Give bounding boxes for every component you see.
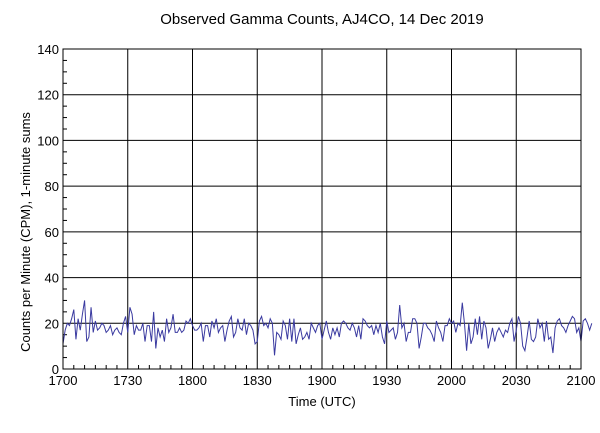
x-tick-label: 2100	[567, 373, 596, 388]
x-axis-label: Time (UTC)	[288, 394, 355, 409]
x-tick-label: 1800	[178, 373, 207, 388]
y-tick-label: 140	[37, 42, 59, 57]
x-tick-label: 1830	[243, 373, 272, 388]
y-tick-label: 0	[52, 362, 59, 377]
y-tick-label: 40	[45, 271, 59, 286]
x-tick-labels: 1700 1730 1800 1830 1900 1930 2000 2030 2100	[49, 373, 596, 388]
x-tick-label: 1900	[308, 373, 337, 388]
x-tick-label: 2000	[437, 373, 466, 388]
series-line-gamma-counts	[62, 300, 593, 356]
chart-title: Observed Gamma Counts, AJ4CO, 14 Dec 201…	[160, 11, 484, 28]
y-tick-labels: 0 20 40 60 80 100 120 140	[37, 42, 59, 377]
y-tick-label: 20	[45, 316, 59, 331]
plot-frame	[62, 48, 582, 370]
y-tick-label: 120	[37, 88, 59, 103]
x-tick-label: 2030	[502, 373, 531, 388]
x-tick-label: 1730	[113, 373, 142, 388]
y-tick-label: 100	[37, 133, 59, 148]
y-axis-label: Counts per Minute (CPM), 1-minute sums	[18, 112, 33, 352]
y-tick-label: 80	[45, 179, 59, 194]
x-tick-label: 1930	[372, 373, 401, 388]
y-tick-label: 60	[45, 225, 59, 240]
grid	[63, 49, 581, 369]
x-tick-label: 1700	[49, 373, 78, 388]
minor-ticks	[63, 59, 571, 369]
